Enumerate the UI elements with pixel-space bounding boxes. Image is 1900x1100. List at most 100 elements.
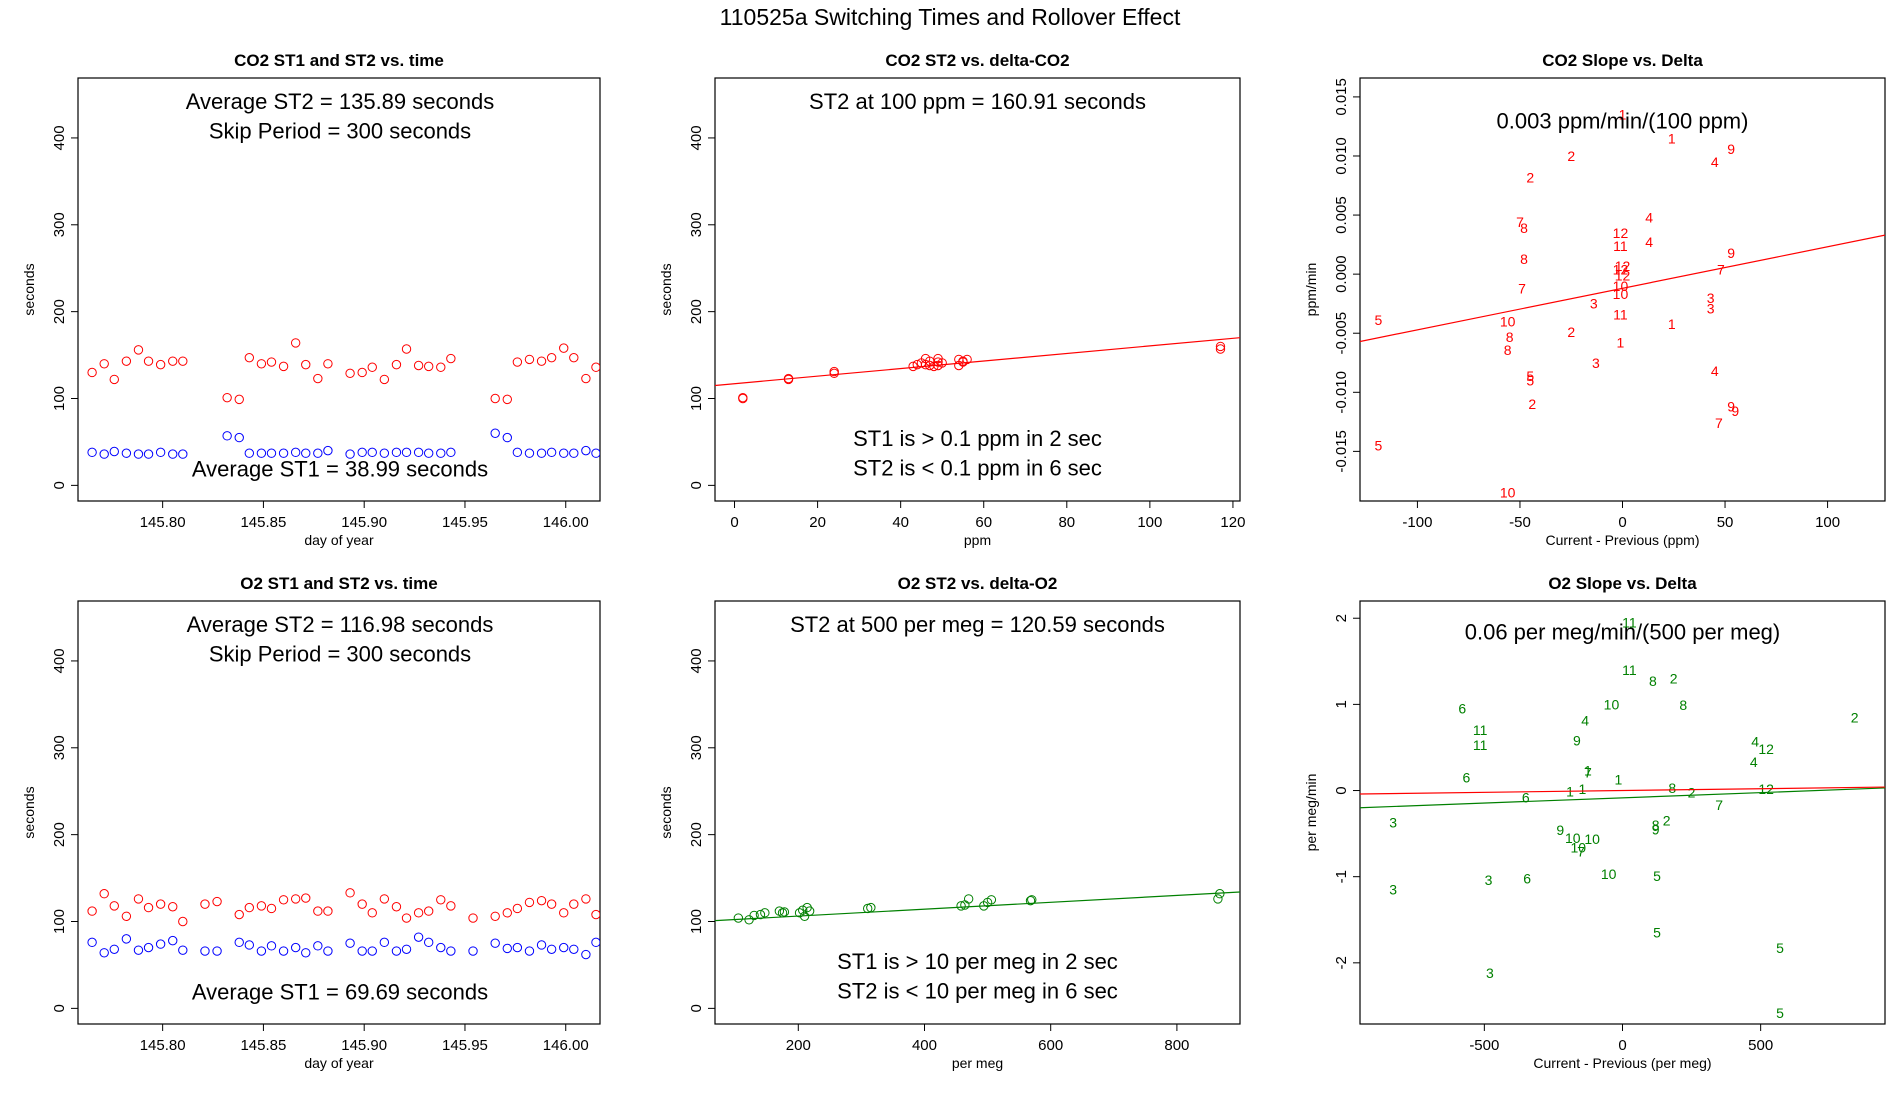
data-point-st2	[744, 915, 754, 925]
data-point-st2	[908, 361, 918, 372]
point-label: 2	[1688, 784, 1696, 800]
data-point-st1	[99, 948, 109, 958]
data-point-st1	[222, 431, 232, 441]
data-point-st1	[401, 447, 412, 458]
y-tick-label: -2	[1333, 956, 1350, 969]
annotation-text: ST2 at 500 per meg = 120.59 seconds	[790, 612, 1165, 637]
data-point-st1	[155, 939, 166, 949]
data-point-st1	[559, 942, 569, 953]
data-point-st2	[1215, 341, 1226, 352]
data-point-st2	[222, 392, 232, 403]
data-point-st2	[234, 394, 244, 405]
data-point-st2	[468, 913, 478, 923]
point-label: 3	[1707, 290, 1715, 306]
data-point-st1	[323, 946, 333, 956]
point-label: 6	[1462, 770, 1470, 786]
data-point-st2	[401, 913, 412, 923]
x-tick-label: 200	[786, 1037, 811, 1054]
x-tick-label: 0	[1618, 514, 1626, 531]
data-point-st1	[536, 448, 547, 458]
data-point-st1	[379, 937, 390, 948]
point-label: 1	[1617, 335, 1625, 351]
point-label: 11	[1613, 306, 1628, 322]
x-tick-label: 145.90	[341, 514, 387, 531]
plot-frame	[714, 77, 1241, 502]
point-label: 8	[1679, 697, 1687, 713]
data-point-st2	[266, 357, 277, 367]
data-point-st2	[301, 893, 311, 903]
x-tick-label: 20	[809, 514, 826, 531]
x-tick-label: 146.00	[543, 1037, 589, 1054]
x-tick-label: 100	[1815, 514, 1840, 531]
point-label: 10	[1601, 866, 1617, 882]
panel-o2-time: O2 ST1 and ST2 vs. time 145.80 145.85 145.9…	[21, 574, 601, 1071]
point-label: 5	[1526, 368, 1534, 384]
data-point-st2	[446, 353, 456, 364]
data-point-st2	[546, 899, 557, 909]
data-point-st2	[143, 902, 154, 913]
data-point-st1	[581, 949, 591, 960]
data-point-st2	[581, 894, 591, 904]
fit-line	[1360, 786, 1885, 795]
data-point-st2	[502, 908, 512, 918]
data-point-st2	[1027, 895, 1037, 905]
data-point-st1	[234, 937, 244, 948]
point-label: 8	[1652, 817, 1660, 833]
y-tick-label: 200	[51, 822, 68, 847]
data-point-st1	[569, 944, 579, 955]
y-tick-label: 100	[51, 909, 68, 934]
point-label: 1	[1579, 781, 1587, 797]
annotation-text: ST1 is > 10 per meg in 2 sec	[837, 949, 1118, 974]
x-tick-label: 145.80	[140, 514, 186, 531]
point-label: 3	[1707, 300, 1715, 316]
data-point-st2	[1215, 344, 1226, 354]
point-label: 4	[1750, 754, 1758, 770]
panel-o2-st2-delta: O2 ST2 vs. delta-O2 200 400 600 800 per meg 0 1…	[658, 574, 1241, 1071]
y-tick-label: 400	[688, 125, 705, 150]
data-point-st2	[591, 909, 600, 920]
data-point-st2	[313, 373, 323, 384]
data-point-st2	[536, 895, 547, 906]
point-label: 7	[1584, 764, 1592, 780]
data-point-st1	[87, 447, 97, 458]
y-tick-label: 0.000	[1333, 255, 1350, 293]
data-point-st1	[143, 449, 154, 459]
data-point-st1	[278, 448, 289, 458]
data-point-st1	[502, 432, 512, 443]
data-point-st1	[200, 946, 210, 956]
point-label: 12	[1758, 741, 1774, 757]
point-label: 11	[1473, 737, 1488, 753]
data-point-st2	[963, 894, 974, 904]
data-point-st2	[266, 903, 277, 914]
point-label: 8	[1504, 342, 1512, 358]
point-label: 2	[1528, 396, 1536, 412]
point-label: 5	[1776, 940, 1784, 956]
data-point-st2	[278, 895, 289, 905]
point-label: 8	[1649, 673, 1657, 689]
point-label: 4	[1581, 713, 1589, 729]
annotation-text: Average ST2 = 135.89 seconds	[186, 89, 494, 114]
data-point-st1	[109, 446, 119, 457]
point-label: 6	[1522, 789, 1530, 805]
point-label: 7	[1715, 797, 1723, 813]
annotation-text: 0.06 per meg/min/(500 per meg)	[1465, 620, 1781, 645]
plot-area	[87, 338, 600, 459]
data-point-st1	[391, 946, 402, 956]
data-point-st2	[367, 362, 377, 372]
data-point-st1	[178, 449, 188, 459]
data-point-st2	[87, 906, 97, 916]
point-label: 3	[1389, 882, 1397, 898]
data-point-st1	[143, 942, 154, 953]
data-point-st2	[357, 367, 367, 378]
data-point-st1	[244, 448, 255, 458]
fit-line	[715, 337, 1240, 387]
x-tick-label: 145.85	[240, 1037, 286, 1054]
y-tick-label: 200	[688, 299, 705, 324]
data-point-st2	[401, 344, 412, 354]
data-point-st1	[121, 448, 132, 458]
point-label: 5	[1375, 437, 1383, 453]
data-point-st2	[256, 901, 267, 911]
data-point-st1	[446, 447, 456, 458]
data-point-st1	[133, 945, 144, 955]
data-point-st2	[301, 359, 311, 370]
